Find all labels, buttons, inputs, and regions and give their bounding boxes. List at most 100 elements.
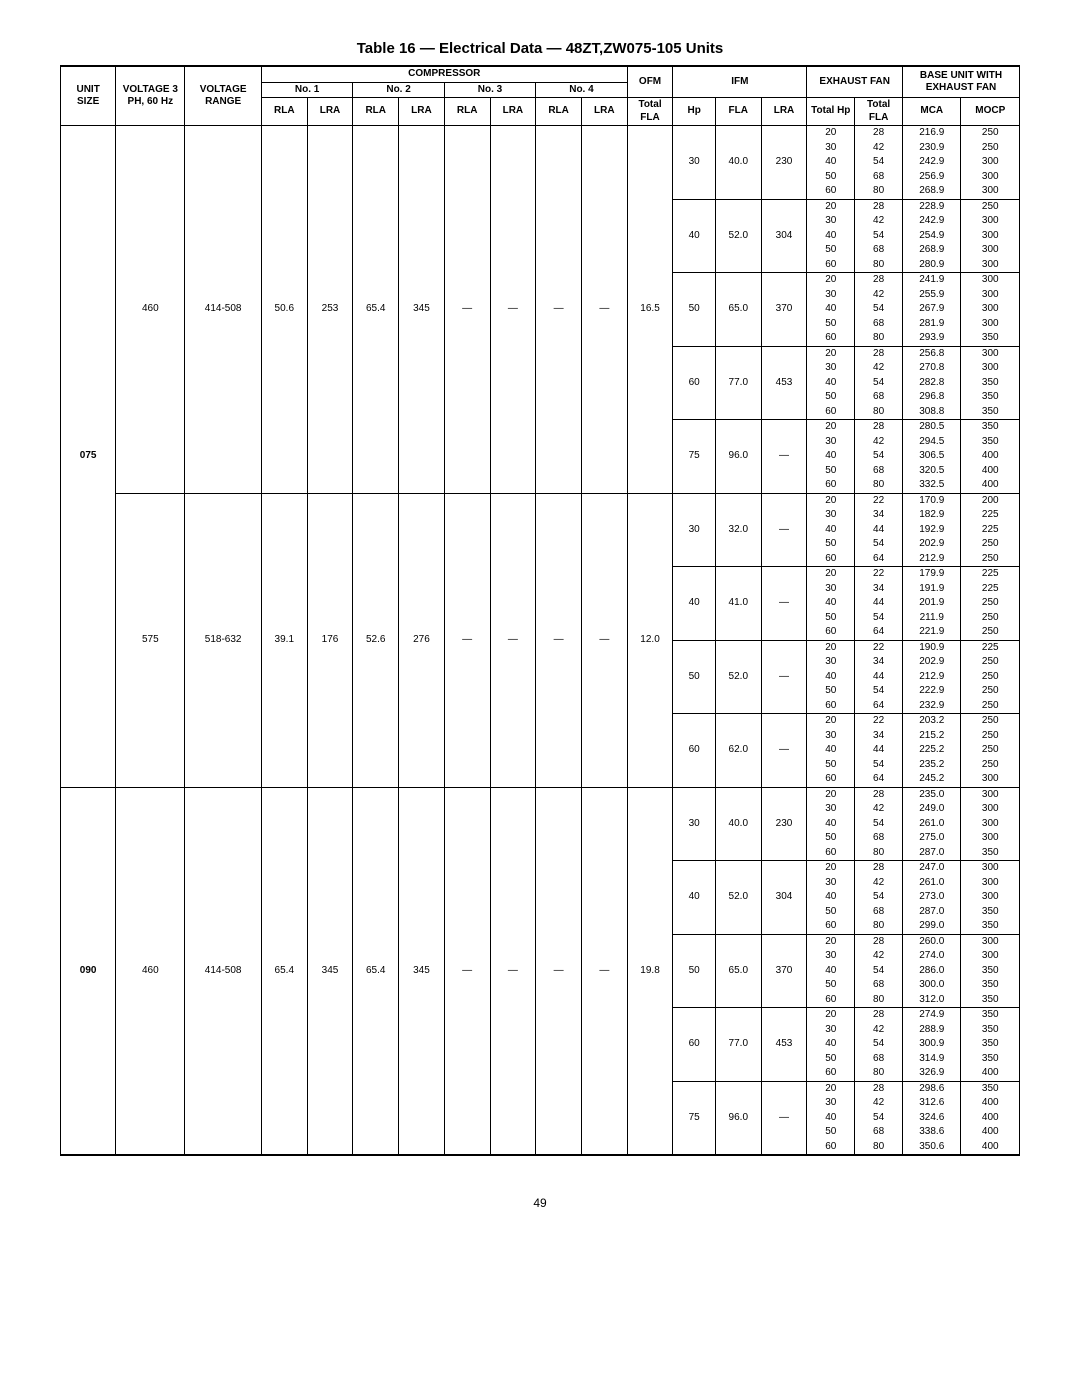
mocp: 400: [961, 478, 1020, 493]
mocp: 300: [961, 802, 1020, 817]
voltage-range: 414-508: [185, 787, 262, 1155]
ex-total-fla: 42: [855, 435, 903, 450]
ex-total-hp: 30: [807, 729, 855, 744]
ex-total-hp: 60: [807, 1140, 855, 1156]
mocp: 300: [961, 772, 1020, 787]
ex-total-hp: 50: [807, 831, 855, 846]
mca: 280.5: [903, 420, 961, 435]
ex-total-hp: 40: [807, 1111, 855, 1126]
mca: 222.9: [903, 684, 961, 699]
ex-total-fla: 54: [855, 155, 903, 170]
col-header: Hp: [673, 98, 716, 126]
mocp: 300: [961, 288, 1020, 303]
ifm-fla: 40.0: [715, 126, 761, 200]
mca: 338.6: [903, 1125, 961, 1140]
col-header: LRA: [761, 98, 807, 126]
ex-total-fla: 68: [855, 1052, 903, 1067]
mocp: 350: [961, 993, 1020, 1008]
mocp: 250: [961, 199, 1020, 214]
c2-rla: 52.6: [353, 493, 399, 787]
ex-total-hp: 20: [807, 199, 855, 214]
ex-total-hp: 40: [807, 890, 855, 905]
mocp: 225: [961, 640, 1020, 655]
c3-lra: —: [490, 126, 536, 494]
mocp: 400: [961, 1125, 1020, 1140]
ex-total-fla: 42: [855, 1096, 903, 1111]
mca: 242.9: [903, 155, 961, 170]
ifm-lra: —: [761, 493, 807, 567]
ex-total-hp: 30: [807, 1096, 855, 1111]
ex-total-fla: 28: [855, 420, 903, 435]
ex-total-hp: 30: [807, 288, 855, 303]
ex-total-hp: 50: [807, 978, 855, 993]
mca: 300.9: [903, 1037, 961, 1052]
ex-total-fla: 28: [855, 346, 903, 361]
col-header: LRA: [399, 98, 445, 126]
mca: 255.9: [903, 288, 961, 303]
ifm-hp: 60: [673, 714, 716, 788]
ex-total-hp: 60: [807, 699, 855, 714]
mocp: 300: [961, 229, 1020, 244]
mca: 212.9: [903, 670, 961, 685]
ex-total-hp: 40: [807, 376, 855, 391]
mocp: 300: [961, 817, 1020, 832]
col-header: IFM: [673, 66, 807, 98]
mca: 256.9: [903, 170, 961, 185]
mca: 287.0: [903, 905, 961, 920]
col-header: Total FLA: [627, 98, 673, 126]
ifm-lra: 230: [761, 126, 807, 200]
mocp: 250: [961, 141, 1020, 156]
ex-total-hp: 30: [807, 361, 855, 376]
ex-total-hp: 60: [807, 846, 855, 861]
col-header: UNIT SIZE: [61, 66, 116, 126]
ex-total-hp: 20: [807, 714, 855, 729]
ifm-fla: 41.0: [715, 567, 761, 641]
ifm-hp: 30: [673, 787, 716, 861]
mca: 247.0: [903, 861, 961, 876]
ex-total-fla: 80: [855, 1140, 903, 1156]
mca: 280.9: [903, 258, 961, 273]
ex-total-fla: 68: [855, 978, 903, 993]
mocp: 225: [961, 582, 1020, 597]
ifm-hp: 40: [673, 567, 716, 641]
mocp: 300: [961, 831, 1020, 846]
ifm-fla: 65.0: [715, 934, 761, 1008]
mocp: 350: [961, 1023, 1020, 1038]
voltage: 575: [116, 493, 185, 787]
ifm-fla: 77.0: [715, 1008, 761, 1082]
voltage: 460: [116, 126, 185, 494]
ex-total-fla: 64: [855, 625, 903, 640]
col-header: MCA: [903, 98, 961, 126]
mocp: 350: [961, 964, 1020, 979]
ex-total-fla: 44: [855, 670, 903, 685]
c4-lra: —: [581, 493, 627, 787]
ex-total-fla: 68: [855, 464, 903, 479]
unit-size: 075: [61, 126, 116, 788]
mocp: 300: [961, 346, 1020, 361]
ex-total-hp: 30: [807, 949, 855, 964]
mocp: 250: [961, 552, 1020, 567]
ex-total-fla: 80: [855, 184, 903, 199]
mocp: 350: [961, 435, 1020, 450]
mocp: 350: [961, 1037, 1020, 1052]
mca: 324.6: [903, 1111, 961, 1126]
ex-total-fla: 80: [855, 993, 903, 1008]
mca: 192.9: [903, 523, 961, 538]
ex-total-fla: 22: [855, 714, 903, 729]
c2-lra: 276: [399, 493, 445, 787]
mocp: 400: [961, 1096, 1020, 1111]
ifm-fla: 77.0: [715, 346, 761, 420]
mca: 314.9: [903, 1052, 961, 1067]
col-header: No. 2: [353, 82, 444, 98]
mocp: 250: [961, 714, 1020, 729]
ifm-lra: 370: [761, 934, 807, 1008]
ex-total-fla: 28: [855, 934, 903, 949]
mca: 225.2: [903, 743, 961, 758]
electrical-data-table: UNIT SIZEVOLTAGE 3 PH, 60 HzVOLTAGE RANG…: [60, 65, 1020, 1156]
ex-total-fla: 80: [855, 1066, 903, 1081]
col-header: RLA: [261, 98, 307, 126]
mca: 287.0: [903, 846, 961, 861]
mca: 191.9: [903, 582, 961, 597]
ifm-lra: —: [761, 1081, 807, 1155]
ifm-hp: 50: [673, 640, 716, 714]
